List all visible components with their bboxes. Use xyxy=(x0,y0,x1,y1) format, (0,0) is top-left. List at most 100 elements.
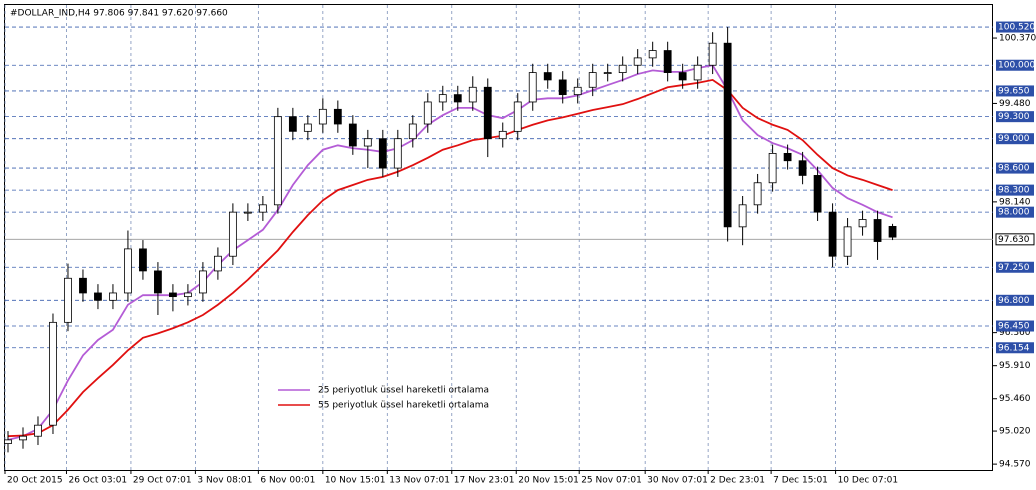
chart-title: #DOLLAR_IND,H4 97.806 97.841 97.620 97.6… xyxy=(10,9,228,19)
y-tick-label: 95.910 xyxy=(999,361,1031,371)
candle-body xyxy=(79,277,87,294)
level-label-box xyxy=(996,162,1034,174)
candle-body xyxy=(483,86,492,140)
candle-body xyxy=(169,292,177,298)
candle-body xyxy=(154,270,162,294)
candle-body xyxy=(288,116,297,132)
x-tick-label: 30 Nov 07:01 xyxy=(647,476,708,486)
y-tick-label: 95.460 xyxy=(999,394,1031,404)
candle-body xyxy=(94,292,102,301)
level-label: 99.650 xyxy=(998,86,1030,96)
candle-body xyxy=(468,86,477,103)
x-tick-label: 10 Nov 15:01 xyxy=(325,476,386,486)
candle-body xyxy=(768,152,777,184)
candle-body xyxy=(408,123,417,140)
candle-body xyxy=(213,255,222,272)
candle-body xyxy=(228,211,237,257)
moving-average-line xyxy=(7,64,893,441)
candle-body xyxy=(4,439,12,444)
x-tick-label: 10 Dec 07:01 xyxy=(838,476,899,486)
candle-body xyxy=(543,72,552,81)
level-label-box xyxy=(996,85,1034,97)
level-label-box xyxy=(996,111,1034,123)
y-tick-label: 96.360 xyxy=(999,328,1031,338)
level-label-box xyxy=(996,206,1034,218)
level-label: 98.300 xyxy=(998,186,1030,196)
level-label-box xyxy=(996,133,1034,145)
candle-body xyxy=(753,182,762,206)
level-label: 98.000 xyxy=(998,208,1030,218)
candle-body xyxy=(678,72,687,81)
x-tick-label: 3 Nov 08:01 xyxy=(197,476,252,486)
candle-body xyxy=(393,138,402,169)
candle-body xyxy=(498,130,507,140)
current-price-box xyxy=(995,233,1035,246)
x-tick-label: 17 Nov 23:01 xyxy=(454,476,515,486)
candle-body xyxy=(708,42,717,66)
level-label-box xyxy=(996,320,1034,332)
plot-frame xyxy=(4,4,993,471)
moving-average-line xyxy=(7,78,893,438)
candle-body xyxy=(573,86,582,96)
candle-body xyxy=(693,64,702,81)
candle-body xyxy=(378,138,387,169)
level-label: 96.154 xyxy=(998,343,1030,353)
y-tick-label: 98.140 xyxy=(999,197,1031,207)
level-label: 100.520 xyxy=(998,23,1035,33)
candle-body xyxy=(783,152,792,162)
x-tick-label: 13 Nov 07:01 xyxy=(389,476,450,486)
candle-body xyxy=(588,72,597,88)
candle-body xyxy=(648,50,657,59)
candle-body xyxy=(64,277,72,323)
candle-body xyxy=(813,175,822,213)
y-tick-label: 99.480 xyxy=(999,99,1031,109)
candle-body xyxy=(528,72,537,103)
candle-body xyxy=(363,138,372,147)
candle-body xyxy=(19,435,27,441)
candle-body xyxy=(618,64,627,73)
candle-body xyxy=(49,321,57,426)
candle-body xyxy=(34,424,42,437)
candle-body xyxy=(273,116,282,206)
level-label-box xyxy=(996,261,1034,273)
level-label-box xyxy=(996,294,1034,306)
candle-body xyxy=(798,160,807,176)
candle-body xyxy=(663,50,672,73)
candle-body xyxy=(603,72,612,74)
candle-body xyxy=(873,219,882,242)
current-price-label: 97.630 xyxy=(998,235,1030,245)
x-tick-label: 7 Dec 15:01 xyxy=(773,476,828,486)
candle-body xyxy=(258,204,267,213)
level-label-box xyxy=(996,342,1034,354)
candle-body xyxy=(738,204,747,228)
legend-label: 55 periyotluk üssel hareketli ortalama xyxy=(318,401,489,411)
candle-body xyxy=(888,226,897,238)
candle-body xyxy=(558,79,567,96)
y-tick-label: 100.370 xyxy=(999,34,1036,44)
level-label: 98.600 xyxy=(998,164,1030,174)
x-tick-label: 25 Nov 07:01 xyxy=(581,476,642,486)
candle-body xyxy=(243,211,252,214)
level-label-box xyxy=(996,59,1034,71)
y-tick-label: 94.570 xyxy=(999,460,1031,470)
x-tick-label: 20 Nov 15:01 xyxy=(518,476,579,486)
level-label-box xyxy=(996,184,1034,196)
candle-body xyxy=(109,292,117,301)
candle-body xyxy=(333,108,342,125)
level-label: 96.800 xyxy=(998,296,1030,306)
level-label-box xyxy=(996,21,1034,33)
candle-body xyxy=(858,219,867,228)
candle-body xyxy=(318,108,327,125)
level-label: 96.450 xyxy=(998,322,1030,332)
candle-body xyxy=(438,94,447,103)
candle-body xyxy=(303,123,312,132)
y-tick-label: 95.020 xyxy=(999,427,1031,437)
candle-body xyxy=(828,211,837,257)
legend-label: 25 periyotluk üssel hareketli ortalama xyxy=(318,386,489,396)
x-tick-label: 29 Oct 07:01 xyxy=(133,476,192,486)
x-tick-label: 6 Nov 00:01 xyxy=(260,476,315,486)
candle-body xyxy=(198,270,207,294)
candle-body xyxy=(843,226,852,257)
candle-body xyxy=(184,292,192,298)
